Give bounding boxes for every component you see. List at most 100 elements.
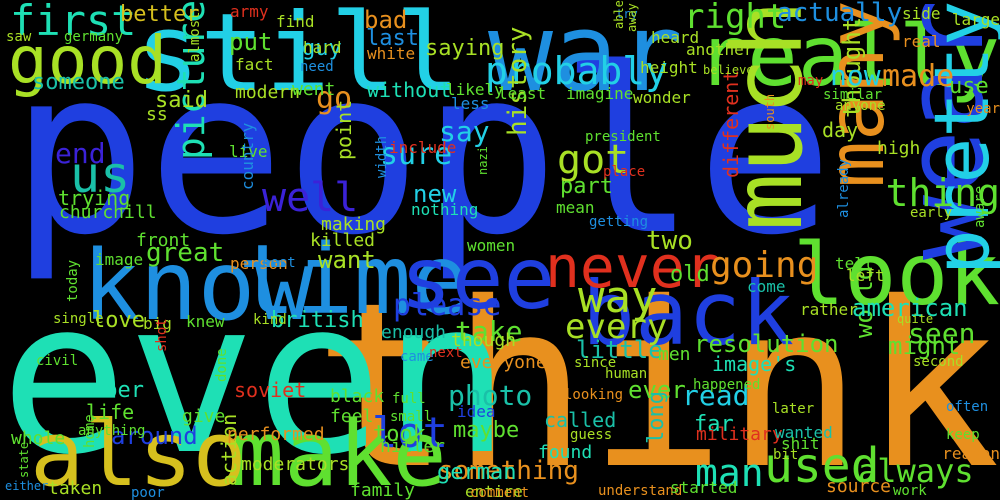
word: also xyxy=(30,402,247,500)
word: country xyxy=(238,122,257,190)
word: home xyxy=(82,414,98,448)
word: really xyxy=(696,7,1000,105)
word: came xyxy=(400,349,434,365)
word: never xyxy=(545,233,720,301)
word: year xyxy=(966,101,1000,117)
word: big xyxy=(143,314,172,333)
word: president xyxy=(585,129,661,145)
word: another xyxy=(686,40,754,59)
word: fact xyxy=(235,55,274,74)
word: without xyxy=(367,78,452,102)
word: less xyxy=(451,94,490,113)
word: read xyxy=(682,379,750,412)
word: already xyxy=(836,158,852,218)
word: live xyxy=(229,142,268,161)
word: know xyxy=(82,230,314,342)
word: aware xyxy=(972,185,988,228)
word: single xyxy=(53,311,104,327)
word: image xyxy=(95,250,144,269)
word: point xyxy=(332,99,356,160)
word: least xyxy=(498,84,547,103)
word: called xyxy=(544,408,617,432)
word: heard xyxy=(651,28,700,47)
word: ss xyxy=(146,104,168,125)
word: life xyxy=(86,400,135,424)
word: now xyxy=(830,59,881,92)
word: almost xyxy=(187,11,203,62)
word: well xyxy=(262,175,359,221)
word: say xyxy=(439,115,490,148)
word: different xyxy=(719,69,743,178)
word: south xyxy=(763,93,777,130)
word: military xyxy=(696,424,783,445)
word: wanted xyxy=(775,423,833,442)
word: front xyxy=(136,230,191,251)
word: knew xyxy=(186,312,225,331)
word: image's xyxy=(712,352,797,376)
word: source xyxy=(826,476,892,497)
word: idea xyxy=(457,402,496,421)
word: probably xyxy=(485,49,669,93)
word: war xyxy=(488,0,684,116)
word: family xyxy=(350,480,416,500)
word: nazi xyxy=(476,146,490,175)
word: modern xyxy=(235,82,301,103)
word: bad xyxy=(364,6,408,34)
word: man xyxy=(695,451,764,495)
word: found xyxy=(538,442,593,463)
word: want xyxy=(318,246,376,274)
word: may xyxy=(798,73,824,89)
word: last xyxy=(366,26,419,51)
word: entire xyxy=(465,482,523,500)
word: way xyxy=(578,272,658,323)
word: actually xyxy=(777,0,903,28)
word: enough xyxy=(381,322,447,343)
word: made xyxy=(882,59,955,94)
word: use xyxy=(949,74,989,99)
word: making xyxy=(321,214,387,235)
word: used xyxy=(764,438,880,494)
word: anyone xyxy=(835,98,886,114)
word: find xyxy=(276,12,315,31)
word: second xyxy=(913,354,964,370)
word: early xyxy=(910,205,953,221)
word: bit xyxy=(773,447,799,463)
word: similar xyxy=(823,87,883,103)
word: german xyxy=(437,460,517,485)
word: someone xyxy=(32,70,125,95)
word: kind xyxy=(253,312,287,328)
word: churchill xyxy=(59,202,157,223)
word: black xyxy=(330,386,385,407)
word: killed xyxy=(310,230,376,251)
word: side xyxy=(902,4,941,23)
word: us xyxy=(70,146,131,204)
word: person xyxy=(230,254,288,273)
word: ever xyxy=(628,376,686,404)
word: either xyxy=(5,479,49,493)
word: since xyxy=(574,355,617,371)
word: make xyxy=(230,402,447,500)
word: place xyxy=(603,164,646,180)
word: time xyxy=(238,224,470,336)
word: history xyxy=(503,26,533,136)
word: great xyxy=(146,238,225,268)
word: every xyxy=(565,307,668,347)
word: include xyxy=(389,138,457,157)
word: far xyxy=(694,412,734,437)
word: sure xyxy=(380,137,453,172)
word: performed xyxy=(227,424,325,445)
word: whole xyxy=(11,428,66,449)
word: look xyxy=(792,225,1000,325)
word: give xyxy=(182,406,226,427)
word: long xyxy=(644,391,669,444)
word: mean xyxy=(556,198,595,217)
word: large xyxy=(951,10,1000,29)
word: women xyxy=(467,236,516,255)
word: little xyxy=(576,336,663,364)
word: comment xyxy=(470,485,530,500)
word: nothing xyxy=(411,200,479,219)
word: took xyxy=(373,422,426,447)
word: shot xyxy=(154,318,170,352)
word: hard xyxy=(303,38,342,57)
word: though xyxy=(451,330,517,351)
